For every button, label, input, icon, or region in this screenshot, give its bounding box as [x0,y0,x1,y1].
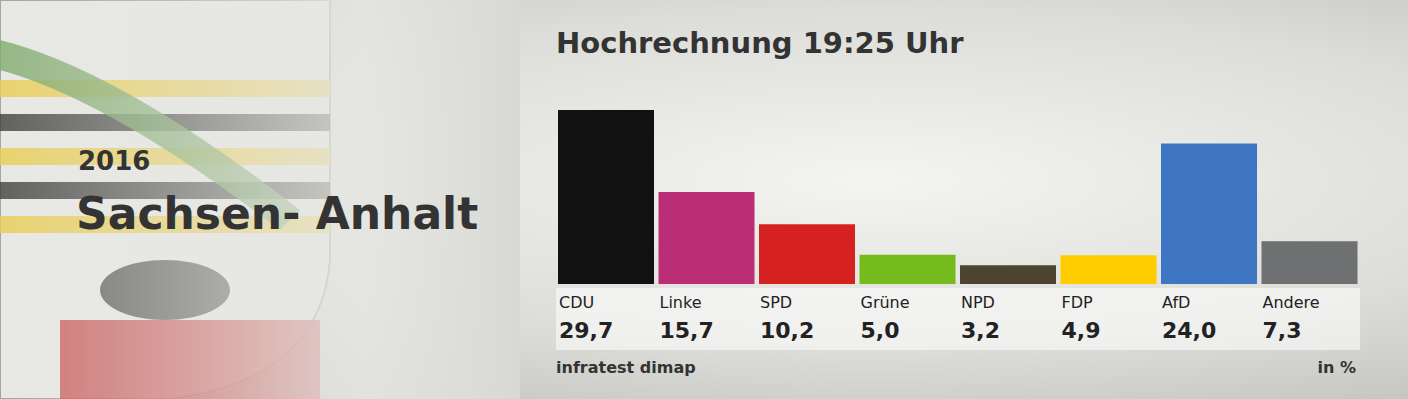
svg-text:NPD: NPD [961,293,995,312]
svg-text:Linke: Linke [660,293,702,312]
svg-text:24,0: 24,0 [1162,318,1216,343]
html-text:in %: in % [1317,358,1356,377]
svg-text:7,3: 7,3 [1263,318,1302,343]
html-text:Hochrechnung 19:25 Uhr: Hochrechnung 19:25 Uhr [556,26,964,60]
html-text:infratest dimap: infratest dimap [556,358,696,377]
html-text:2016: 2016 [78,146,151,176]
svg-text:10,2: 10,2 [760,318,814,343]
svg-text:Grüne: Grüne [861,293,910,312]
svg-text:29,7: 29,7 [559,318,613,343]
svg-text:CDU: CDU [559,293,594,312]
svg-text:SPD: SPD [760,293,792,312]
svg-text:15,7: 15,7 [660,318,714,343]
svg-text:5,0: 5,0 [861,318,900,343]
svg-text:FDP: FDP [1062,293,1094,312]
svg-text:3,2: 3,2 [961,318,1000,343]
svg-text:Andere: Andere [1263,293,1320,312]
html-text:Sachsen- Anhalt: Sachsen- Anhalt [76,188,479,239]
svg-text:AfD: AfD [1162,293,1190,312]
svg-text:4,9: 4,9 [1062,318,1101,343]
